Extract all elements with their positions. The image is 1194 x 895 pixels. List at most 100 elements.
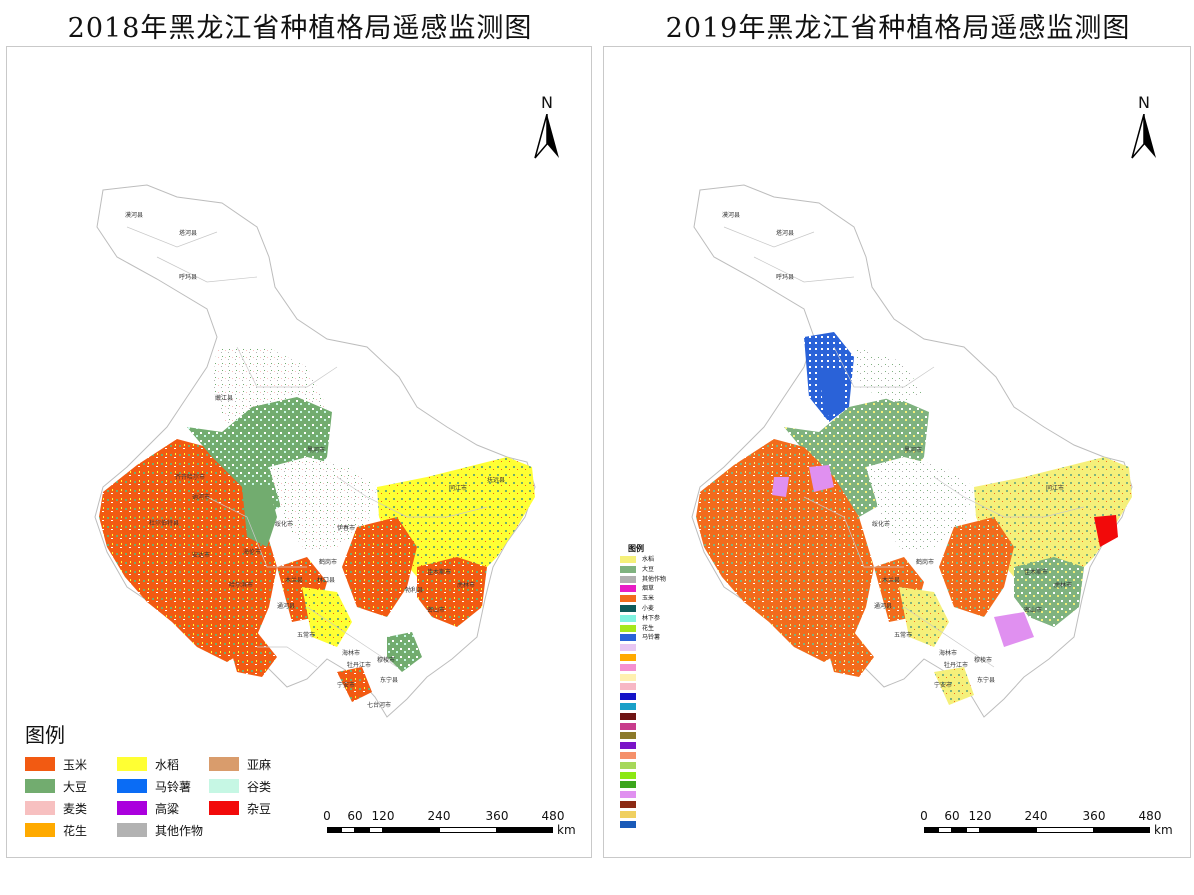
- map-title-2019: 2019年黑龙江省种植格局遥感监测图: [665, 13, 1131, 44]
- legend-label: 烟草: [642, 585, 655, 593]
- svg-text:黑河市: 黑河市: [307, 446, 325, 454]
- svg-text:五常市: 五常市: [297, 631, 315, 639]
- legend-label: 其他作物: [155, 824, 204, 838]
- svg-text:安达市: 安达市: [192, 551, 210, 559]
- legend-title: 图例: [628, 543, 644, 553]
- svg-text:佳木斯市: 佳木斯市: [427, 568, 451, 576]
- legend-label: 花生: [642, 624, 655, 632]
- svg-text:齐齐哈尔市: 齐齐哈尔市: [175, 473, 205, 481]
- legend-label: 玉米: [63, 758, 88, 772]
- svg-text:同江市: 同江市: [1046, 484, 1064, 492]
- scale-tick: 240: [427, 809, 451, 823]
- svg-text:宁安市: 宁安市: [337, 681, 355, 689]
- legend-label: 亚麻: [247, 758, 272, 772]
- legend-item: [620, 790, 740, 799]
- scale-tick: 60: [347, 809, 363, 823]
- map-panel-2019: 漠河县 塔河县 呼玛县 黑河市 绥化市 鹤岗市 同江市 佳木斯市 虎林市 密山市…: [603, 46, 1191, 858]
- svg-text:海林市: 海林市: [342, 649, 360, 657]
- legend-item: [620, 780, 740, 789]
- legend-item: [620, 810, 740, 819]
- legend-label: 水稻: [642, 556, 655, 563]
- scale-unit: km: [557, 823, 576, 837]
- svg-text:讷河市: 讷河市: [192, 493, 210, 501]
- scale-segment: [369, 827, 383, 833]
- legend-swatch: [620, 781, 636, 789]
- legend-swatch: [620, 732, 636, 740]
- legend-item: [620, 771, 740, 780]
- legend-swatch: [620, 644, 636, 652]
- legend-label: 林下参: [642, 614, 661, 622]
- legend-item: 水稻: [620, 555, 740, 564]
- svg-text:密山市: 密山市: [427, 606, 445, 614]
- svg-text:虎林市: 虎林市: [1054, 581, 1072, 589]
- map-panel-2018: 漠河县 塔河县 呼玛县 嫩江县 黑河市 讷河市 绥化市 海伦市 鹤岗市 伊春市 …: [6, 46, 592, 858]
- legend-item: 其他作物: [620, 575, 740, 584]
- legend-item: [620, 722, 740, 731]
- svg-text:东宁县: 东宁县: [380, 676, 398, 684]
- scale-tick: 0: [323, 809, 331, 823]
- legend-swatch: [620, 761, 636, 769]
- legend-swatch: [117, 823, 147, 837]
- legend-item: [620, 663, 740, 672]
- svg-text:密山市: 密山市: [1024, 606, 1042, 614]
- legend-swatch: [117, 779, 147, 793]
- svg-text:佳木斯市: 佳木斯市: [1024, 568, 1048, 576]
- north-arrow-2018: N: [527, 93, 567, 160]
- svg-text:木兰县: 木兰县: [882, 576, 900, 584]
- svg-text:牡丹江市: 牡丹江市: [347, 661, 371, 669]
- legend-item: [620, 682, 740, 691]
- legend-swatch: [620, 634, 636, 642]
- legend-label: 水稻: [155, 758, 180, 772]
- scale-segment: [924, 827, 938, 833]
- legend-swatch: [620, 624, 636, 632]
- svg-text:塔河县: 塔河县: [776, 229, 794, 237]
- legend-item: [620, 692, 740, 701]
- north-arrow-icon: [534, 114, 559, 159]
- legend-swatch: [620, 663, 636, 671]
- legend-item: 花生: [620, 624, 740, 633]
- legend-label: 麦类: [63, 802, 88, 816]
- legend-swatch: [620, 605, 636, 612]
- scale-segment: [439, 827, 497, 833]
- legend-swatch: [117, 801, 147, 815]
- legend-swatch: [25, 801, 55, 815]
- svg-text:林口县: 林口县: [317, 576, 335, 584]
- scale-segment: [980, 827, 1036, 833]
- svg-text:嫩江县: 嫩江县: [215, 394, 233, 402]
- legend-label: 大豆: [642, 565, 655, 573]
- legend-title: 图例: [25, 723, 65, 747]
- scale-tick: 240: [1024, 809, 1048, 823]
- scale-segment: [327, 827, 341, 833]
- legend-item: [620, 673, 740, 682]
- legend-swatch: [620, 556, 636, 563]
- scale-segment: [341, 827, 355, 833]
- scale-segment: [938, 827, 952, 833]
- scale-bar-2019: 0 60 120 240 360 480 km: [914, 809, 1174, 845]
- legend-label: 玉米: [642, 595, 655, 603]
- scale-segment: [497, 827, 553, 833]
- scale-tick: 480: [541, 809, 565, 823]
- svg-text:虎林市: 虎林市: [457, 581, 475, 589]
- legend-item: 烟草: [620, 584, 740, 593]
- legend-swatch: [117, 757, 147, 771]
- scale-tick: 360: [485, 809, 509, 823]
- legend-swatch: [620, 575, 636, 583]
- legend-swatch: [620, 595, 636, 603]
- svg-text:哈尔滨市: 哈尔滨市: [229, 581, 253, 589]
- legend-swatch: [620, 791, 636, 799]
- svg-text:黑河市: 黑河市: [904, 446, 922, 454]
- svg-text:勃利县: 勃利县: [405, 586, 423, 594]
- legend-swatch: [209, 779, 239, 793]
- scale-unit: km: [1154, 823, 1173, 837]
- legend-label: 杂豆: [247, 802, 272, 816]
- svg-text:杜尔伯特县: 杜尔伯特县: [149, 519, 179, 527]
- scale-tick: 0: [920, 809, 928, 823]
- legend-swatch: [25, 757, 55, 771]
- legend-swatch: [620, 693, 636, 701]
- legend-label: 马铃薯: [642, 634, 661, 642]
- map-graphic-2018: 漠河县 塔河县 呼玛县 嫩江县 黑河市 讷河市 绥化市 海伦市 鹤岗市 伊春市 …: [94, 184, 536, 718]
- legend-label: 谷类: [247, 780, 272, 794]
- county-labels-2019: 漠河县 塔河县 呼玛县 黑河市 绥化市 鹤岗市 同江市 佳木斯市 虎林市 密山市…: [722, 211, 1072, 689]
- scale-segment: [1094, 827, 1150, 833]
- map-title-2018: 2018年黑龙江省种植格局遥感监测图: [67, 13, 533, 44]
